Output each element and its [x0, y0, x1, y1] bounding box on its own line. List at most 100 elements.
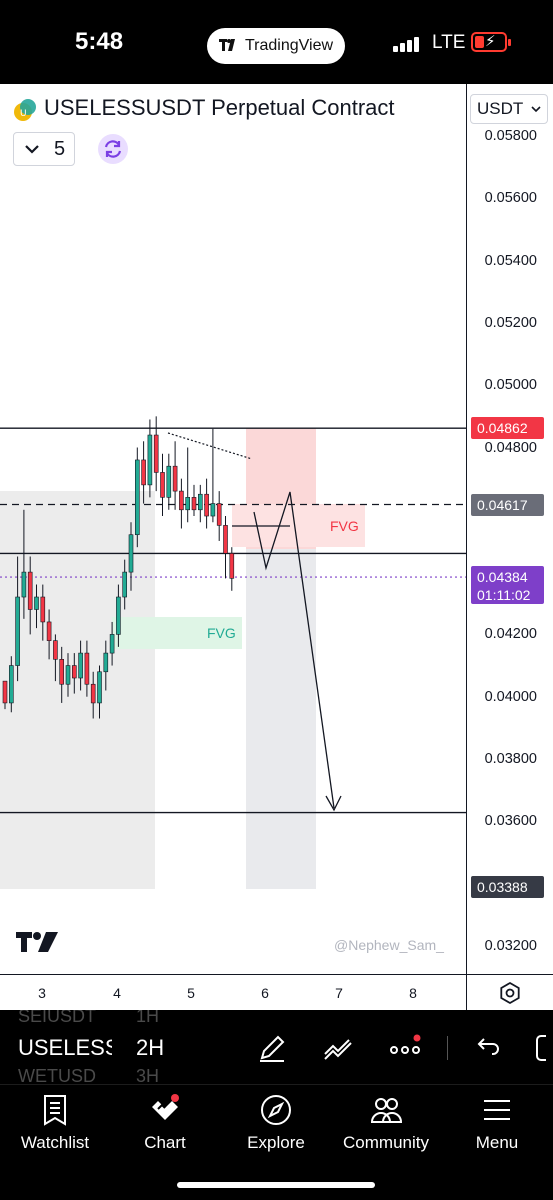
more-icon[interactable] [389, 1032, 421, 1064]
symbol-picker-prev[interactable]: SEIUSDT [18, 1010, 97, 1026]
settings-icon[interactable] [498, 981, 522, 1005]
layout-icon[interactable] [532, 1032, 553, 1064]
menu-icon [484, 1100, 510, 1120]
candle-body [135, 459, 140, 536]
chart-area[interactable]: U USELESSUSDT Perpetual Contract 5 0.058… [0, 84, 553, 1011]
refresh-button[interactable] [98, 134, 128, 164]
interval-selector[interactable]: 5 [13, 132, 75, 166]
time-tick-label: 5 [187, 985, 195, 1001]
interval-value: 5 [54, 137, 66, 160]
nav-community[interactable]: Community [336, 1093, 436, 1153]
status-bar: 5:48 TradingView LTE ⚡ [0, 0, 553, 84]
candle-body [210, 503, 216, 517]
nav-chart-label: Chart [144, 1133, 186, 1152]
fvg-label-upper: FVG [330, 518, 359, 534]
projection-arrowhead [325, 795, 342, 812]
price-tick-label: 0.04200 [484, 626, 537, 643]
chart-header: U USELESSUSDT Perpetual Contract 5 [0, 84, 466, 174]
svg-text:U: U [20, 109, 27, 119]
chevron-down-icon [25, 145, 39, 154]
candle-body [185, 497, 190, 511]
candle-body [109, 634, 115, 654]
symbol-picker[interactable]: USELESS [18, 1035, 112, 1060]
price-tick-label: 0.04000 [484, 688, 537, 705]
compass-icon [261, 1095, 291, 1125]
price-tag-last-price: 0.04384 01:11:02 [471, 566, 544, 604]
time-axis[interactable]: 3 4 5 6 7 8 [0, 974, 553, 1011]
price-tick-label: 0.03600 [484, 813, 537, 830]
network-type: LTE [432, 32, 466, 53]
nav-explore-label: Explore [247, 1133, 305, 1152]
candle-body [172, 465, 178, 492]
time-tick-label: 7 [335, 985, 343, 1001]
time-tick-label: 4 [113, 985, 121, 1001]
candle-body [97, 671, 102, 704]
status-time: 5:48 [75, 28, 124, 55]
candle-body [153, 434, 159, 473]
tradingview-logo-icon [16, 932, 58, 952]
candle-body [198, 493, 203, 511]
candle-body [53, 640, 58, 660]
signal-icon [393, 36, 421, 52]
candle-body [160, 472, 165, 498]
tradingview-logo-icon [218, 38, 239, 55]
community-icon [370, 1098, 403, 1123]
bottom-nav: Watchlist Chart Explore Community Menu [0, 1084, 553, 1200]
symbol-picker-next[interactable]: WETUSD [18, 1066, 96, 1084]
line-tool-icon[interactable] [322, 1032, 354, 1064]
interval-picker-prev[interactable]: 1H [136, 1010, 160, 1026]
candle-body [229, 553, 235, 579]
fvg-label-lower: FVG [207, 625, 236, 641]
coin-icon: U [14, 99, 36, 121]
time-tick-label: 6 [261, 985, 269, 1001]
candle-body [179, 490, 184, 511]
price-tick-label: 0.05600 [484, 190, 537, 207]
battery-charging-icon: ⚡ [471, 32, 511, 52]
price-chart[interactable] [0, 84, 466, 974]
candle-body [15, 596, 20, 666]
candle-body [128, 534, 134, 573]
currency-select[interactable]: USDT [470, 94, 548, 124]
interval-picker-next[interactable]: 3H [136, 1066, 160, 1084]
nav-watchlist[interactable]: Watchlist [5, 1093, 105, 1153]
price-tick-label: 0.04800 [484, 439, 537, 456]
chevron-down-icon [531, 105, 541, 112]
refresh-icon [104, 140, 122, 158]
price-tag-lower-level: 0.03388 [471, 876, 544, 898]
price-tick-label: 0.05200 [484, 314, 537, 331]
price-tick-label: 0.03800 [484, 751, 537, 767]
candle-body [84, 652, 90, 685]
tradingview-pill[interactable]: TradingView [207, 28, 345, 64]
candle-body [27, 571, 33, 610]
time-tick-label: 8 [409, 985, 417, 1001]
watermark: @Nephew_Sam_ [334, 937, 444, 953]
candle-body [65, 665, 71, 685]
candle-body [46, 621, 52, 641]
candle-body [116, 596, 121, 635]
candle-body [166, 465, 172, 498]
symbol-title[interactable]: USELESSUSDT Perpetual Contract [44, 95, 395, 120]
nav-explore[interactable]: Explore [226, 1093, 326, 1153]
candle-body [141, 459, 146, 486]
nav-chart[interactable]: Chart [115, 1093, 215, 1153]
candle-body [9, 665, 14, 704]
nav-menu[interactable]: Menu [447, 1093, 547, 1153]
undo-icon[interactable] [470, 1032, 502, 1064]
candle-body [78, 652, 83, 679]
watchlist-icon [44, 1095, 66, 1126]
interval-picker[interactable]: 2H [136, 1035, 165, 1060]
price-tick-label: 0.05800 [484, 128, 537, 144]
candle-body [216, 503, 222, 526]
candle-body [59, 659, 65, 685]
projection-path [253, 491, 335, 809]
candle-body [122, 571, 127, 598]
candle-body [34, 596, 39, 610]
pen-icon[interactable] [256, 1032, 288, 1064]
trendline [167, 432, 253, 460]
price-axis[interactable]: 0.05800 0.05600 0.05400 0.05200 0.05000 0.048… [466, 84, 553, 974]
range-zone-right [246, 549, 316, 889]
candle-body [191, 497, 197, 511]
nav-menu-label: Menu [475, 1133, 519, 1152]
home-indicator [177, 1182, 375, 1188]
chart-toolbar: SEIUSDT USELESS WETUSD 1H 2H 3H [0, 1010, 553, 1084]
